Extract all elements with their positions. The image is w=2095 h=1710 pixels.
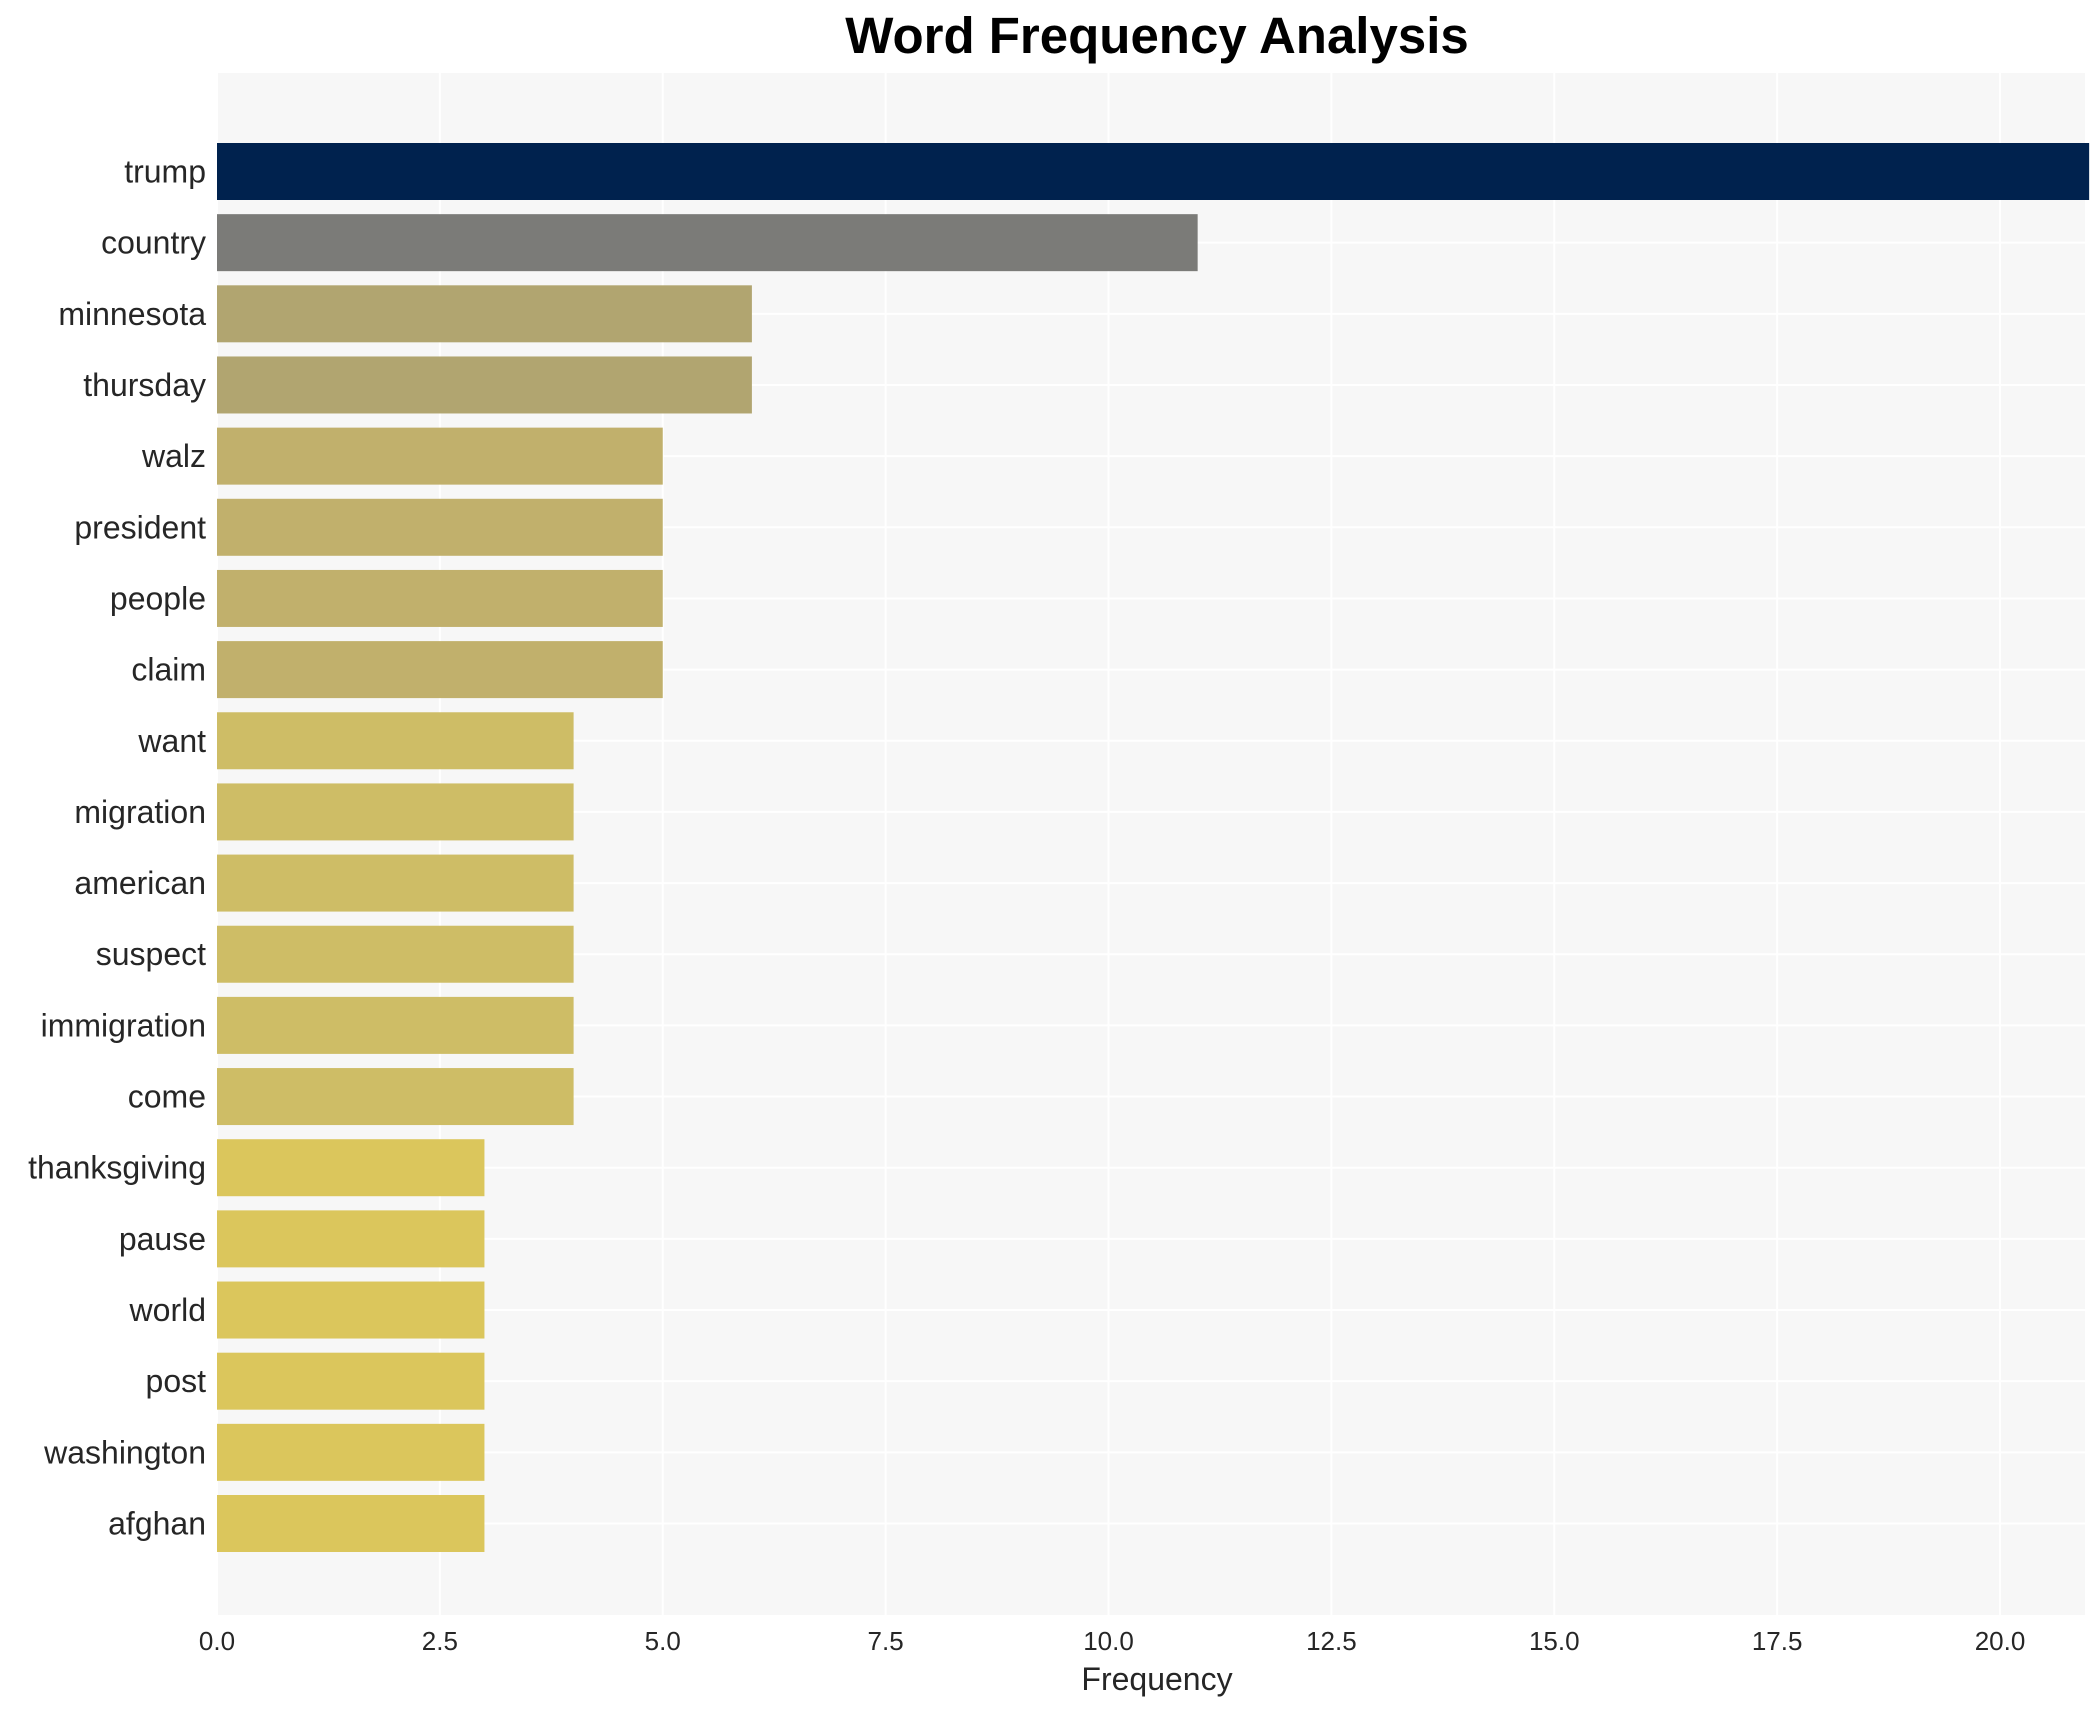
- bar-american: [217, 854, 574, 912]
- y-tick-label-thanksgiving: thanksgiving: [28, 1150, 206, 1186]
- x-tick-label: 12.5: [1306, 1626, 1357, 1656]
- bar-world: [217, 1281, 485, 1339]
- x-tick-label: 2.5: [422, 1626, 458, 1656]
- bar-post: [217, 1352, 485, 1410]
- bars: [217, 143, 2090, 1552]
- y-tick-label-washington: washington: [43, 1434, 206, 1470]
- bar-people: [217, 569, 663, 627]
- y-tick-label-walz: walz: [141, 438, 206, 474]
- y-tick-label-country: country: [101, 225, 206, 261]
- bar-walz: [217, 427, 663, 485]
- x-tick-label: 7.5: [868, 1626, 904, 1656]
- y-tick-label-suspect: suspect: [96, 936, 206, 972]
- y-tick-label-immigration: immigration: [41, 1007, 206, 1043]
- x-tick-labels: 0.0 2.5 5.0 7.5 10.0 12.5 15.0 17.5 20.0: [199, 1626, 2025, 1656]
- y-tick-label-pause: pause: [119, 1221, 206, 1257]
- bar-president: [217, 498, 663, 556]
- bar-pause: [217, 1210, 485, 1268]
- chart-title: Word Frequency Analysis: [845, 7, 1469, 64]
- y-tick-label-claim: claim: [131, 652, 206, 688]
- y-tick-label-want: want: [137, 723, 206, 759]
- y-tick-label-afghan: afghan: [108, 1506, 206, 1542]
- x-tick-label: 0.0: [199, 1626, 235, 1656]
- bar-thanksgiving: [217, 1139, 485, 1197]
- bar-thursday: [217, 356, 752, 414]
- y-tick-label-world: world: [129, 1292, 206, 1328]
- bar-immigration: [217, 996, 574, 1054]
- y-tick-label-come: come: [128, 1079, 206, 1115]
- x-tick-label: 20.0: [1975, 1626, 2026, 1656]
- y-tick-label-president: president: [74, 509, 206, 545]
- y-tick-label-migration: migration: [74, 794, 206, 830]
- bar-minnesota: [217, 285, 752, 343]
- y-tick-labels: trump country minnesota thursday walz preside…: [28, 154, 206, 1542]
- x-axis-label: Frequency: [1081, 1661, 1232, 1697]
- x-tick-label: 5.0: [645, 1626, 681, 1656]
- bar-trump: [217, 143, 2090, 200]
- y-tick-label-minnesota: minnesota: [58, 296, 206, 332]
- y-tick-label-trump: trump: [124, 154, 206, 190]
- y-tick-label-post: post: [146, 1363, 207, 1399]
- y-tick-label-american: american: [74, 865, 206, 901]
- bar-washington: [217, 1423, 485, 1481]
- bar-claim: [217, 641, 663, 699]
- y-tick-label-people: people: [110, 580, 206, 616]
- bar-country: [217, 214, 1198, 272]
- y-tick-label-thursday: thursday: [83, 367, 206, 403]
- bar-want: [217, 712, 574, 770]
- bar-afghan: [217, 1495, 485, 1552]
- x-tick-label: 10.0: [1083, 1626, 1134, 1656]
- x-tick-label: 15.0: [1529, 1626, 1580, 1656]
- bar-suspect: [217, 925, 574, 983]
- bar-come: [217, 1068, 574, 1126]
- bar-migration: [217, 783, 574, 841]
- x-tick-label: 17.5: [1752, 1626, 1803, 1656]
